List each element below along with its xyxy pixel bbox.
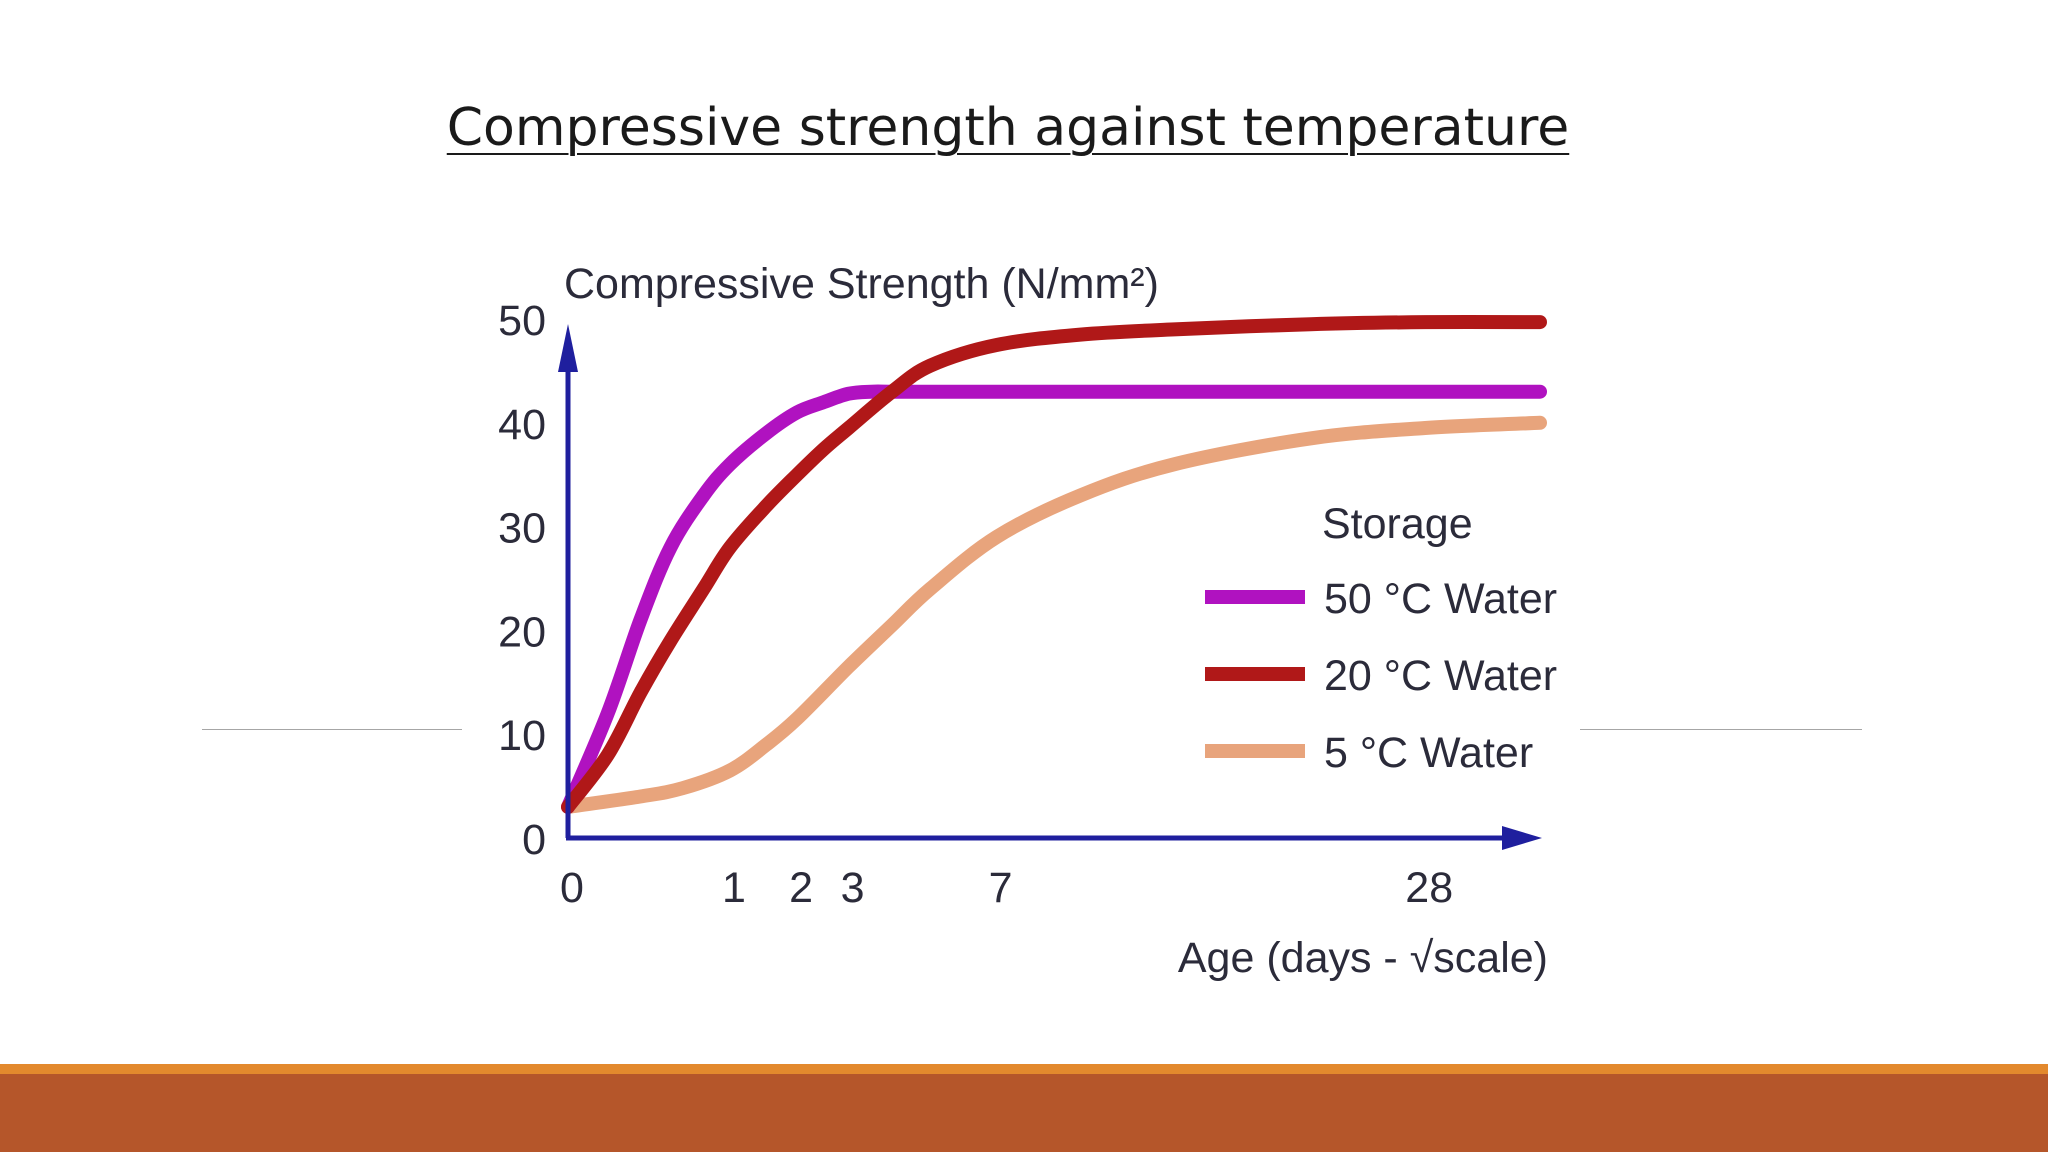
series-line-2 bbox=[561, 314, 1547, 814]
y-axis-arrow-icon bbox=[558, 324, 578, 372]
y-tick-label: 20 bbox=[498, 608, 546, 656]
legend-label: 20 °C Water bbox=[1324, 652, 1557, 700]
x-tick-label: 3 bbox=[841, 864, 865, 912]
x-tick-label: 0 bbox=[560, 864, 584, 912]
x-tick-label: 1 bbox=[722, 864, 746, 912]
x-tick-label: 7 bbox=[989, 864, 1013, 912]
y-tick-label: 50 bbox=[498, 297, 546, 345]
series-line-1 bbox=[561, 384, 1547, 814]
x-tick-label: 2 bbox=[789, 864, 813, 912]
slide-title: Compressive strength against temperature bbox=[446, 98, 1570, 158]
legend-label: 50 °C Water bbox=[1324, 575, 1557, 623]
x-axis-arrow-icon bbox=[1502, 826, 1542, 850]
y-tick-label: 40 bbox=[498, 401, 546, 449]
y-tick-label: 10 bbox=[498, 712, 546, 760]
legend-title: Storage bbox=[1322, 500, 1473, 548]
x-tick-label: 28 bbox=[1405, 864, 1453, 912]
series-line-3 bbox=[561, 415, 1547, 814]
footer-accent-stripe bbox=[0, 1064, 2048, 1074]
y-tick-label: 30 bbox=[498, 505, 546, 553]
chart-background bbox=[470, 232, 1580, 1002]
left-divider-line bbox=[202, 729, 462, 730]
legend: 50 °C Water 20 °C Water 5 °C Water bbox=[1205, 575, 1557, 777]
legend-label: 5 °C Water bbox=[1324, 729, 1533, 777]
right-divider-line bbox=[1578, 729, 1862, 730]
x-axis-title: Age (days - √scale) bbox=[1178, 934, 1548, 982]
footer-bar bbox=[0, 1074, 2048, 1152]
y-tick-label: 0 bbox=[522, 816, 546, 864]
y-axis-title: Compressive Strength (N/mm²) bbox=[564, 260, 1159, 308]
